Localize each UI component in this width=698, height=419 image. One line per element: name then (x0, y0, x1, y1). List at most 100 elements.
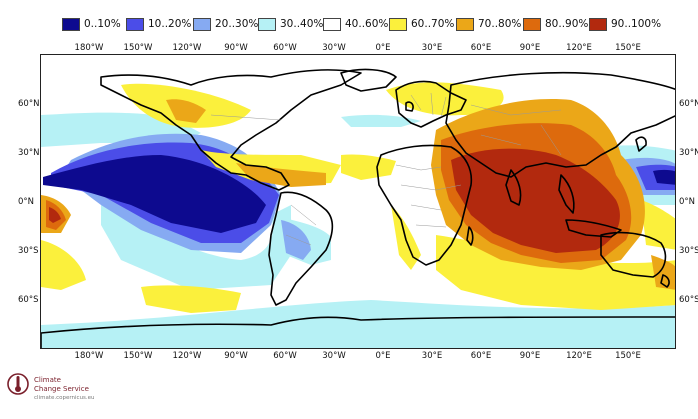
lon-tick-top: 150°W (123, 43, 153, 53)
lat-tick-left: 60°N (18, 99, 40, 109)
lat-tick-left: 30°S (18, 246, 39, 256)
coast-uk (405, 101, 414, 112)
logo-line2: Change Service (34, 385, 89, 393)
lon-tick-top: 150°E (615, 43, 641, 53)
copernicus-logo: Climate Change Service climate.copernicu… (6, 368, 156, 414)
region-amber-canada (166, 99, 206, 123)
coast-india (505, 169, 522, 206)
coast-seasia (558, 174, 575, 214)
logo-url: climate.copernicus.eu (34, 395, 95, 401)
region-lightblue-brazil (281, 220, 311, 260)
lat-tick-right: 30°S (679, 246, 698, 256)
lon-tick-top: 90°W (224, 43, 248, 53)
legend-label: 10..20% (148, 18, 192, 30)
lon-tick-top: 60°E (470, 43, 492, 53)
legend-item: 60..70% (389, 14, 454, 34)
logo-line1: Climate (34, 376, 61, 384)
lon-tick-bottom: 90°W (224, 351, 248, 361)
legend-label: 70..80% (478, 18, 522, 30)
legend-swatch (323, 17, 341, 31)
legend-item: 90..100% (589, 14, 661, 34)
lat-tick-right: 60°N (679, 99, 698, 109)
map-svg (41, 68, 675, 348)
border-europe (410, 92, 447, 118)
lat-tick-left: 30°N (18, 148, 40, 158)
lat-tick-right: 60°S (679, 295, 698, 305)
region-yellow-spacific (41, 240, 86, 290)
lon-tick-top: 90°E (519, 43, 541, 53)
legend-swatch (62, 17, 80, 31)
legend-swatch (589, 17, 607, 31)
country-borders (210, 92, 562, 246)
coastlines (41, 68, 675, 348)
lon-tick-top: 180°W (74, 43, 104, 53)
lon-tick-top: 120°E (566, 43, 592, 53)
legend-swatch (193, 17, 211, 31)
legend-swatch (523, 17, 541, 31)
border-americas (210, 114, 317, 246)
legend-swatch (389, 17, 407, 31)
lon-tick-bottom: 150°W (123, 351, 153, 361)
legend-label: 90..100% (611, 18, 662, 30)
thermometer-icon (7, 373, 29, 395)
lon-tick-top: 0°E (375, 43, 391, 53)
legend-item: 20..30% (193, 14, 258, 34)
coast-australia (600, 231, 667, 278)
legend-label: 30..40% (280, 18, 324, 30)
lon-tick-top: 120°W (172, 43, 202, 53)
legend-item: 80..90% (523, 14, 588, 34)
coast-europe (395, 80, 467, 128)
region-yellow-europe (386, 82, 504, 116)
legend-item: 0..10% (62, 14, 121, 34)
coast-africa (376, 144, 473, 266)
lon-tick-top: 60°W (273, 43, 297, 53)
region-darkblue-epacific (43, 155, 266, 233)
lat-tick-right: 0°N (679, 197, 696, 207)
lon-tick-bottom: 60°W (273, 351, 297, 361)
coast-greenland (340, 68, 397, 92)
region-yellow-natlantic (341, 154, 396, 180)
legend-item: 40..60% (323, 14, 388, 34)
coast-japan (635, 136, 647, 152)
lon-tick-bottom: 180°W (74, 351, 104, 361)
lon-tick-bottom: 0°E (375, 351, 391, 361)
coast-madagascar (466, 226, 474, 246)
legend-item: 30..40% (258, 14, 323, 34)
legend-swatch (456, 17, 474, 31)
legend-swatch (258, 17, 276, 31)
legend-label: 20..30% (215, 18, 259, 30)
region-yellow-satlantic (141, 285, 241, 313)
border-africa (395, 164, 462, 228)
probability-map (40, 54, 676, 349)
lat-tick-left: 0°N (18, 197, 35, 207)
region-cyan-epacific (101, 205, 291, 290)
lon-tick-bottom: 120°W (172, 351, 202, 361)
coast-newzealand (660, 274, 670, 288)
legend-item: 70..80% (456, 14, 521, 34)
coast-antarctica (41, 316, 675, 348)
coast-asia (445, 71, 675, 178)
legend-label: 80..90% (545, 18, 589, 30)
lon-tick-bottom: 90°E (519, 351, 541, 361)
region-yellow-australia (641, 200, 675, 250)
coast-indonesia (565, 219, 622, 238)
region-cyan-natlantic (341, 114, 421, 127)
region-red-indian (451, 148, 620, 253)
lat-tick-right: 30°N (679, 148, 698, 158)
lon-tick-bottom: 30°W (322, 351, 346, 361)
legend-swatch (126, 17, 144, 31)
coast-north-america (100, 69, 362, 191)
lon-tick-top: 30°W (322, 43, 346, 53)
lon-tick-top: 30°E (421, 43, 443, 53)
legend: 0..10% 10..20% 20..30% 30..40% 40..60% 6… (0, 14, 698, 34)
region-cyan-southern (41, 300, 675, 348)
coast-south-america (268, 191, 334, 306)
region-darkblue-wpacific (653, 169, 675, 185)
lon-tick-bottom: 60°E (470, 351, 492, 361)
border-asia (470, 104, 562, 156)
lon-tick-bottom: 150°E (615, 351, 641, 361)
legend-label: 0..10% (84, 18, 121, 30)
lat-tick-left: 60°S (18, 295, 39, 305)
region-red-wpac (49, 207, 61, 223)
legend-label: 40..60% (345, 18, 389, 30)
